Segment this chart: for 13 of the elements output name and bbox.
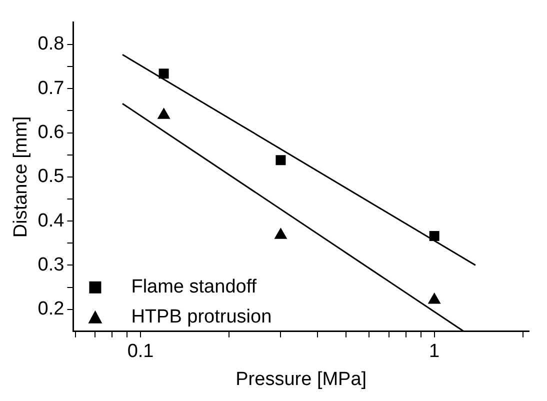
y-tick-label: 0.8: [38, 34, 64, 55]
y-tick-label: 0.2: [38, 298, 64, 320]
x-axis-title: Pressure [MPa]: [236, 368, 367, 390]
x-tick-label: 0.1: [127, 341, 154, 362]
y-axis-title: Distance [mm]: [10, 116, 32, 238]
y-tick-label: 0.5: [38, 166, 64, 188]
y-tick-label: 0.6: [38, 122, 64, 143]
legend-label: HTPB protrusion: [131, 306, 272, 328]
x-tick-label: 1: [429, 341, 440, 362]
y-tick-label: 0.7: [38, 78, 64, 99]
y-tick-label: 0.3: [38, 254, 64, 276]
legend-label: Flame standoff: [131, 276, 258, 298]
y-tick-label: 0.4: [38, 210, 65, 232]
